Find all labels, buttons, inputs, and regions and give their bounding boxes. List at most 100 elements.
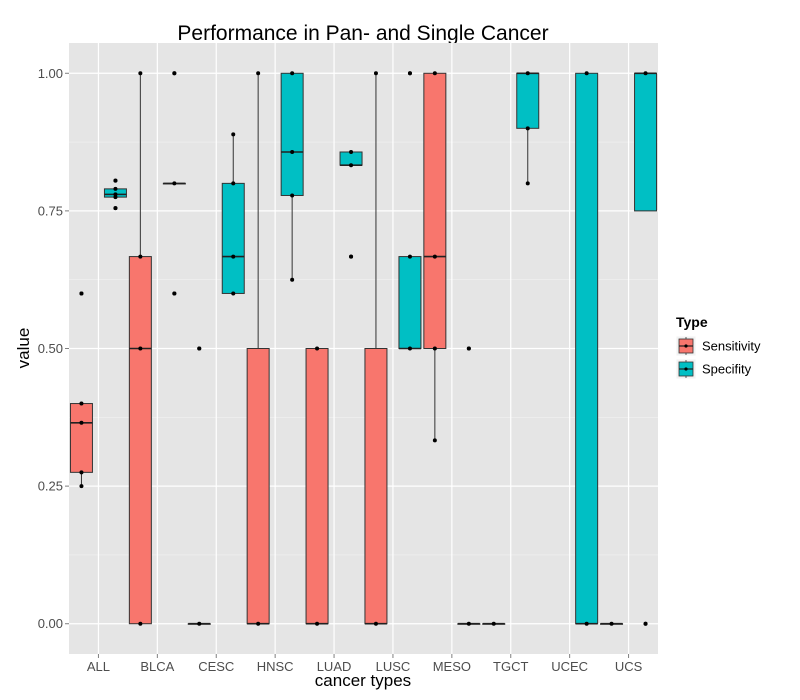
box-specifity-luad [339, 149, 363, 259]
data-point [138, 71, 143, 76]
box-specifity-hnsc [280, 71, 304, 282]
data-point [584, 621, 589, 626]
data-point [609, 621, 614, 626]
data-point [373, 621, 378, 626]
data-point [113, 195, 118, 200]
data-point [290, 277, 295, 282]
box-series [69, 71, 658, 626]
data-point [584, 71, 589, 76]
box-sensitivity-lusc [364, 71, 388, 626]
box-sensitivity-cesc [187, 346, 211, 626]
x-tick-label: CESC [198, 659, 234, 674]
data-point [231, 291, 236, 296]
box-body [128, 256, 152, 625]
y-tick-label: 0.75 [38, 203, 63, 218]
data-point [79, 420, 84, 425]
data-point [231, 254, 236, 259]
data-point [315, 621, 320, 626]
x-axis: ALL BLCA CESC HNSC LUAD LUSC MESO TGCT UCEC UCS [87, 654, 643, 674]
box-sensitivity-hnsc [246, 71, 270, 626]
data-point [290, 71, 295, 76]
data-point [349, 149, 354, 154]
outlier-point [643, 621, 648, 626]
legend-title: Type [676, 314, 708, 330]
box-sensitivity-luad [305, 346, 329, 626]
data-point [349, 163, 354, 168]
data-point [138, 621, 143, 626]
y-tick-label: 0.50 [38, 341, 63, 356]
data-point [113, 192, 118, 197]
data-point [172, 181, 177, 186]
data-point [432, 438, 437, 443]
y-axis: 0.00 0.25 0.50 0.75 1.00 [38, 66, 69, 631]
box-sensitivity-tgct [482, 621, 506, 626]
y-tick-label: 1.00 [38, 66, 63, 81]
data-point [290, 193, 295, 198]
x-tick-label: UCS [615, 659, 643, 674]
box-specifity-cesc [221, 132, 245, 296]
box-specifity-lusc [398, 71, 422, 351]
data-point [79, 470, 84, 475]
box-sensitivity-meso [423, 71, 447, 443]
data-point [231, 132, 236, 137]
x-tick-label: ALL [87, 659, 110, 674]
box-body [634, 72, 658, 212]
box-body [221, 182, 245, 294]
data-point [315, 346, 320, 351]
outlier-point [172, 71, 177, 76]
data-point [407, 254, 412, 259]
legend-key-specifity [675, 358, 697, 380]
box-specifity-ucs [634, 71, 658, 626]
grid-lines [69, 43, 658, 654]
data-point [138, 254, 143, 259]
box-sensitivity-blca [128, 71, 152, 626]
data-point [256, 71, 261, 76]
x-tick-label: MESO [433, 659, 471, 674]
box-body [398, 256, 422, 349]
y-tick-label: 0.25 [38, 479, 63, 494]
outlier-point [113, 206, 118, 211]
data-point [373, 71, 378, 76]
outlier-point [79, 291, 84, 296]
outlier-point [466, 346, 471, 351]
legend-label-specifity: Specifity [702, 362, 752, 377]
data-point [256, 621, 261, 626]
x-tick-label: HNSC [257, 659, 294, 674]
x-tick-label: UCEC [551, 659, 588, 674]
legend-label-sensitivity: Sensitivity [702, 339, 761, 354]
legend: Type Sensitivity Specifity [675, 314, 761, 380]
outlier-point [172, 291, 177, 296]
box-specifity-blca [162, 71, 186, 296]
chart-title: Performance in Pan- and Single Cancer [177, 22, 548, 45]
y-axis-title: value [14, 328, 33, 369]
data-point [290, 149, 295, 154]
box-specifity-ucec [575, 71, 599, 626]
box-sensitivity-ucs [600, 621, 624, 626]
x-axis-title: cancer types [315, 671, 411, 690]
data-point [197, 621, 202, 626]
box-body [516, 72, 540, 129]
data-point [525, 126, 530, 131]
box-body [423, 72, 447, 349]
data-point [113, 186, 118, 191]
outlier-point [407, 71, 412, 76]
data-point [79, 484, 84, 489]
box-body [364, 348, 388, 625]
outlier-point [197, 346, 202, 351]
box-specifity-tgct [516, 71, 540, 186]
data-point [407, 346, 412, 351]
data-point [466, 621, 471, 626]
data-point [525, 71, 530, 76]
x-tick-label: LUSC [376, 659, 411, 674]
data-point [231, 181, 236, 186]
data-point [432, 254, 437, 259]
outlier-point [349, 254, 354, 259]
legend-key-dot [684, 344, 688, 348]
x-tick-label: TGCT [493, 659, 528, 674]
data-point [525, 181, 530, 186]
x-tick-label: LUAD [317, 659, 352, 674]
box-sensitivity-all [69, 291, 93, 489]
box-body [69, 403, 93, 473]
outlier-point [113, 178, 118, 183]
